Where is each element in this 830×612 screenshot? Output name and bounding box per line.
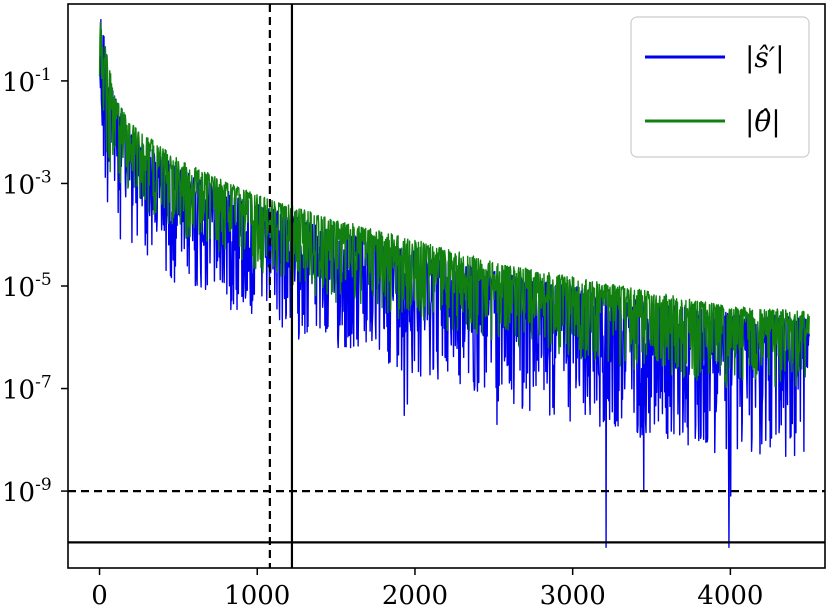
x-tick-label: 2000 bbox=[382, 581, 448, 611]
y-tick-label: 10-3 bbox=[2, 167, 52, 200]
x-tick-label: 1000 bbox=[224, 581, 290, 611]
x-axis: 0 1000 2000 3000 4000 bbox=[91, 568, 763, 611]
y-tick-label: 10-1 bbox=[2, 65, 52, 98]
x-tick-label: 3000 bbox=[540, 581, 606, 611]
legend-box bbox=[630, 16, 810, 158]
legend-label-theta: |θ̂| bbox=[745, 105, 781, 138]
y-tick-label: 10-7 bbox=[2, 373, 52, 406]
y-tick-label: 10-9 bbox=[2, 475, 52, 508]
series-layer bbox=[98, 19, 810, 549]
legend-label-s-prime: |ŝ′| bbox=[745, 41, 785, 74]
legend: |ŝ′| |θ̂| bbox=[630, 16, 810, 158]
x-tick-label: 4000 bbox=[697, 581, 763, 611]
y-tick-label: 10-5 bbox=[2, 270, 52, 303]
x-tick-label: 0 bbox=[91, 581, 108, 611]
y-axis: 10110-110-310-510-710-9 bbox=[2, 65, 68, 508]
reference-lines bbox=[68, 4, 825, 568]
series-line-1 bbox=[98, 21, 810, 389]
